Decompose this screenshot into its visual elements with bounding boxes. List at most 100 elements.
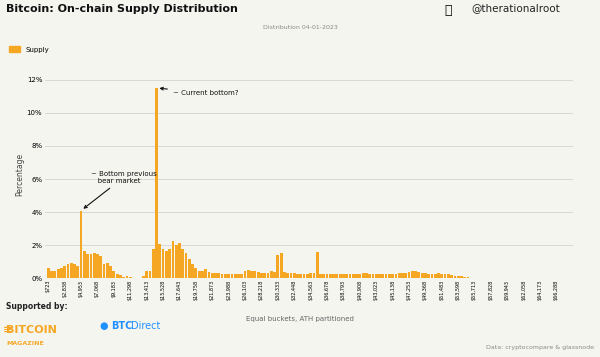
Bar bbox=[414, 271, 417, 278]
Bar bbox=[175, 245, 178, 278]
Bar bbox=[460, 276, 463, 278]
Text: ●: ● bbox=[99, 321, 107, 331]
Bar bbox=[119, 276, 122, 278]
Y-axis label: Percentage: Percentage bbox=[15, 154, 24, 196]
Bar bbox=[185, 253, 187, 278]
Bar bbox=[188, 260, 191, 278]
Bar bbox=[89, 255, 92, 278]
Bar bbox=[296, 274, 299, 278]
Bar bbox=[450, 275, 453, 278]
Bar bbox=[227, 274, 230, 278]
Bar bbox=[266, 273, 269, 278]
Bar bbox=[155, 88, 158, 278]
Bar bbox=[270, 271, 272, 278]
Bar bbox=[290, 273, 292, 278]
Bar bbox=[234, 274, 236, 278]
Bar bbox=[165, 251, 168, 278]
Bar bbox=[365, 273, 368, 278]
Bar bbox=[391, 274, 394, 278]
Bar bbox=[286, 273, 289, 278]
Text: ~ Bottom previous
   bear market: ~ Bottom previous bear market bbox=[84, 171, 157, 208]
Bar bbox=[302, 274, 305, 278]
Bar bbox=[339, 274, 341, 278]
Bar bbox=[172, 241, 174, 278]
Bar bbox=[244, 271, 247, 278]
Text: 🥕: 🥕 bbox=[444, 4, 452, 16]
Bar bbox=[158, 244, 161, 278]
Bar bbox=[122, 277, 125, 278]
Bar bbox=[306, 274, 309, 278]
Bar bbox=[375, 274, 377, 278]
Bar bbox=[329, 274, 332, 278]
Bar bbox=[106, 263, 109, 278]
Bar bbox=[316, 252, 319, 278]
Bar bbox=[152, 248, 155, 278]
Bar bbox=[263, 273, 266, 278]
Bar bbox=[60, 268, 63, 278]
Legend: Supply: Supply bbox=[10, 46, 49, 52]
Bar bbox=[463, 277, 466, 278]
Bar bbox=[257, 272, 260, 278]
Bar bbox=[230, 274, 233, 278]
Bar bbox=[437, 273, 440, 278]
Bar bbox=[322, 274, 325, 278]
Bar bbox=[280, 253, 283, 278]
Bar bbox=[250, 271, 253, 278]
Bar bbox=[431, 274, 433, 278]
Bar bbox=[70, 263, 73, 278]
Bar bbox=[362, 273, 365, 278]
Bar bbox=[358, 274, 361, 278]
Bar bbox=[217, 273, 220, 278]
Bar bbox=[57, 269, 59, 278]
Bar bbox=[342, 274, 345, 278]
Bar bbox=[434, 274, 437, 278]
Bar bbox=[326, 274, 328, 278]
Bar bbox=[388, 274, 391, 278]
Bar bbox=[211, 273, 214, 278]
Bar bbox=[125, 276, 128, 278]
Bar bbox=[47, 268, 50, 278]
Bar bbox=[73, 265, 76, 278]
Bar bbox=[112, 271, 115, 278]
Bar bbox=[237, 274, 240, 278]
Bar bbox=[444, 274, 446, 278]
Bar bbox=[293, 273, 296, 278]
Bar bbox=[407, 272, 410, 278]
Bar bbox=[346, 274, 348, 278]
Bar bbox=[67, 265, 70, 278]
Bar bbox=[149, 271, 151, 278]
Bar bbox=[191, 265, 194, 278]
Bar bbox=[440, 274, 443, 278]
Bar bbox=[76, 266, 79, 278]
Bar bbox=[224, 274, 227, 278]
Bar bbox=[168, 250, 171, 278]
Bar bbox=[398, 273, 401, 278]
Bar bbox=[178, 243, 181, 278]
Bar bbox=[424, 273, 427, 278]
Bar bbox=[96, 255, 99, 278]
Bar bbox=[145, 271, 148, 278]
Text: Data: cryptocompare & glassnode: Data: cryptocompare & glassnode bbox=[486, 345, 594, 350]
Bar bbox=[181, 250, 184, 278]
Text: Supported by:: Supported by: bbox=[6, 302, 68, 311]
Bar bbox=[467, 277, 469, 278]
Bar bbox=[50, 271, 53, 278]
Bar bbox=[109, 266, 112, 278]
Bar bbox=[309, 273, 312, 278]
Bar bbox=[205, 269, 207, 278]
Bar bbox=[395, 274, 397, 278]
Bar bbox=[283, 272, 286, 278]
Bar bbox=[349, 274, 352, 278]
Bar bbox=[378, 274, 381, 278]
Bar bbox=[273, 272, 276, 278]
Bar bbox=[299, 274, 302, 278]
Bar bbox=[194, 268, 197, 278]
Bar bbox=[319, 274, 322, 278]
Text: Distribution 04-01-2023: Distribution 04-01-2023 bbox=[263, 25, 337, 30]
Bar bbox=[371, 274, 374, 278]
Bar bbox=[454, 276, 457, 278]
Bar bbox=[332, 274, 335, 278]
Bar bbox=[86, 255, 89, 278]
Bar bbox=[161, 250, 164, 278]
Bar bbox=[418, 272, 420, 278]
